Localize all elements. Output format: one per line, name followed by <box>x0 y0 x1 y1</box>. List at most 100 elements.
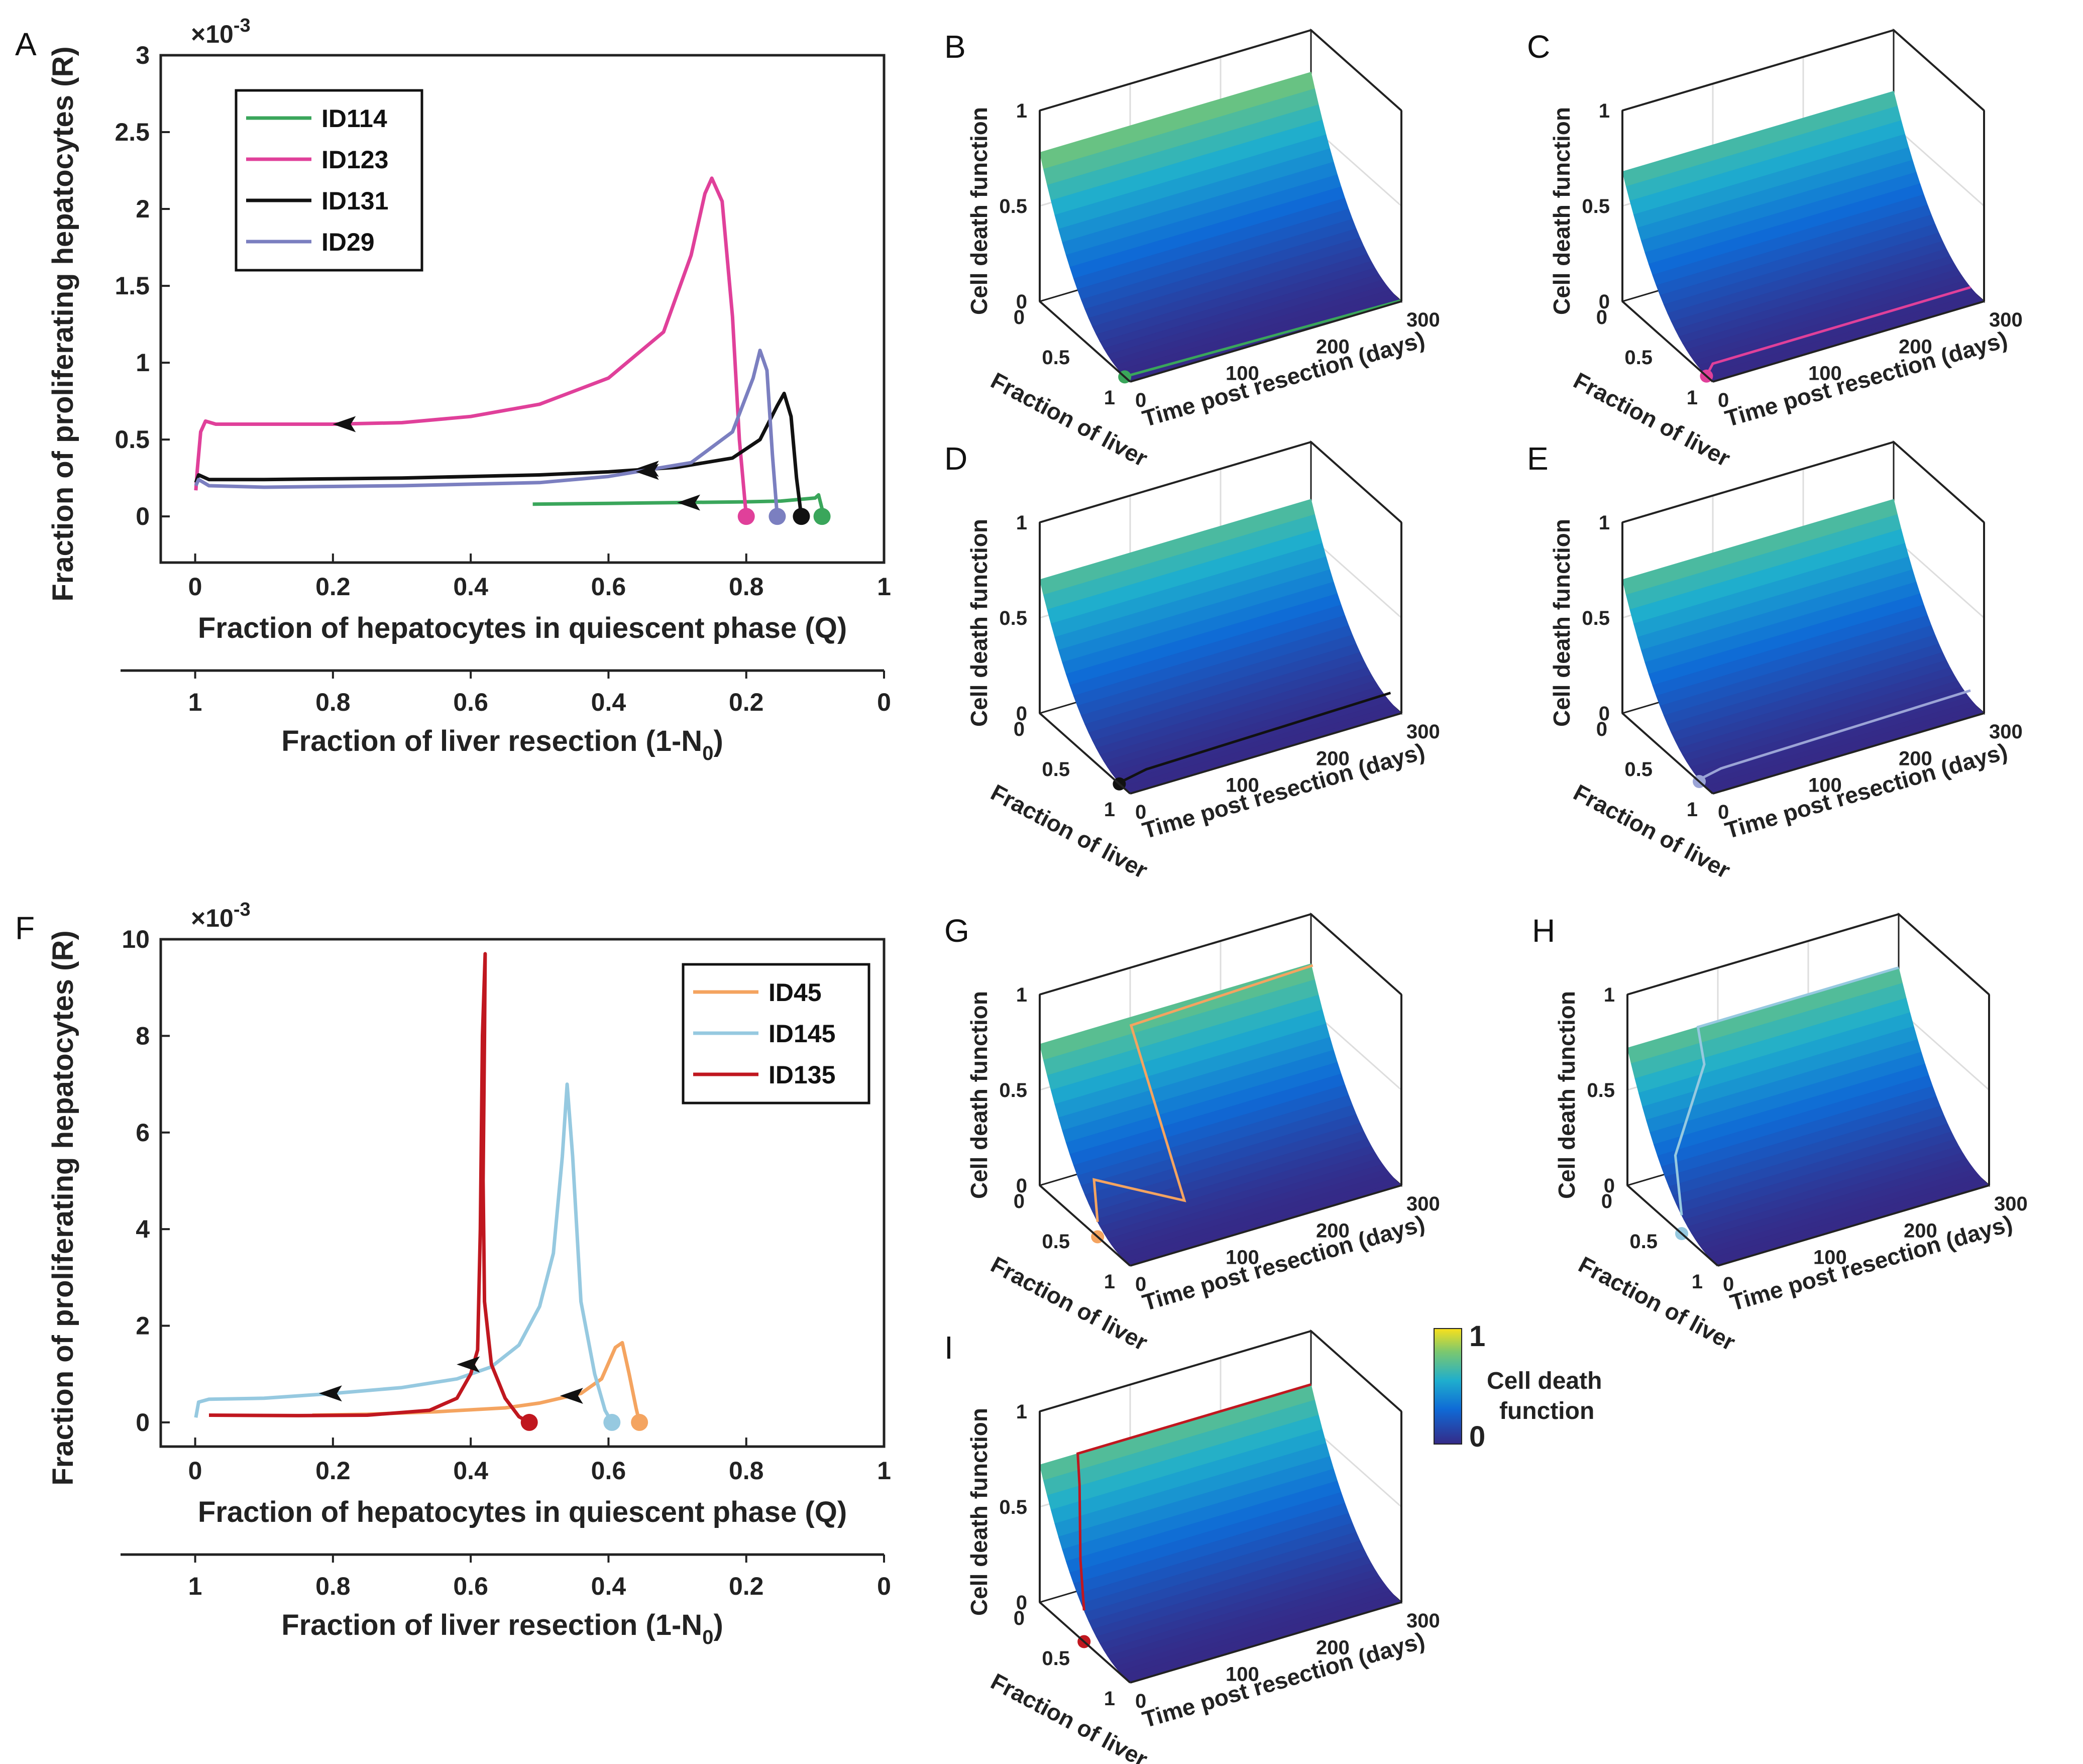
y-tick-label: 300 <box>1406 1610 1440 1632</box>
z-tick-label: 0.5 <box>1582 607 1610 629</box>
x-tick-label: 0.5 <box>1629 1231 1658 1253</box>
z-tick-label: 0.5 <box>1587 1079 1615 1101</box>
plot-frame <box>159 938 886 1448</box>
y-exponent-power: -3 <box>234 899 251 920</box>
y-tick-label: 0.5 <box>115 425 150 454</box>
x2-axis-subscript: 0 <box>702 742 713 764</box>
x2-axis-title: Fraction of liver resection (1-N0) <box>281 725 723 764</box>
y-tick-label: 300 <box>1406 721 1440 743</box>
x-tick-label: 0 <box>1014 1190 1025 1212</box>
box-edge <box>1130 712 1402 795</box>
x-tick-label: 0.5 <box>1042 347 1070 369</box>
x2-tick-label: 0.8 <box>315 688 351 716</box>
legend-label: ID123 <box>321 146 388 174</box>
z-tick-label: 1 <box>1599 512 1610 534</box>
x-axis-title: Fraction of liver <box>986 1668 1152 1764</box>
panel-letter: D <box>944 440 967 477</box>
panel-letter: B <box>944 29 966 65</box>
y-tick-label: 0 <box>1135 389 1146 411</box>
z-tick-label: 0.5 <box>999 1496 1027 1518</box>
box-edge <box>1621 300 1714 383</box>
y-tick-label: 6 <box>136 1119 150 1147</box>
x-tick-label: 1 <box>1687 387 1698 409</box>
start-marker <box>813 508 831 525</box>
colorbar-title-line1: Cell death <box>1487 1368 1602 1394</box>
box-edge <box>1898 913 1990 996</box>
x2-tick-label: 0.6 <box>453 1572 488 1600</box>
x-axis-title: Fraction of liver <box>1569 367 1734 472</box>
box-edge <box>1039 29 1311 112</box>
x2-tick-label: 0 <box>877 688 891 716</box>
panel-a: A 0 0.2 0.4 0.6 0.8 1 0 0.5 1 1.5 2 2.5 3 ×10-3 Fracti… <box>15 15 891 764</box>
y-tick-label: 100 <box>1226 363 1259 385</box>
z-tick-label: 1 <box>1016 984 1027 1006</box>
plot-frame <box>159 54 886 564</box>
grid-line <box>1893 536 1985 619</box>
y-tick-label: 100 <box>1226 775 1259 797</box>
direction-arrow <box>457 1356 480 1373</box>
x-tick-label: 0.8 <box>729 573 764 601</box>
x-tick-label: 0.4 <box>453 573 488 601</box>
direction-arrow <box>677 494 700 511</box>
y-tick-label: 0 <box>1723 1273 1734 1295</box>
grid-line <box>1893 125 1985 207</box>
z-tick-label: 0.5 <box>999 607 1027 629</box>
y-tick-label: 200 <box>1899 747 1932 769</box>
x2-axis-title: Fraction of liver resection (1-N0) <box>281 1609 723 1648</box>
trajectory-line <box>1076 1383 1311 1611</box>
x-tick-label: 0 <box>1014 1607 1025 1629</box>
box-edge <box>1130 300 1402 383</box>
box-edge <box>1627 913 1899 996</box>
series-line-ID123 <box>194 176 748 517</box>
y-tick-label: 200 <box>1899 336 1932 358</box>
x-tick-label: 0 <box>1596 306 1607 328</box>
x-axis-title: Fraction of hepatocytes in quiescent pha… <box>198 612 847 644</box>
x-tick-label: 0.5 <box>1624 758 1653 781</box>
y-exponent-power: -3 <box>234 15 251 36</box>
y-tick-label: 0 <box>1135 801 1146 823</box>
x2-axis-close: ) <box>713 1609 723 1641</box>
colorbar-title-line2: function <box>1499 1398 1594 1424</box>
box-edge <box>1039 300 1131 383</box>
trajectory-line <box>1705 286 1971 377</box>
y-tick-label: 100 <box>1813 1247 1847 1269</box>
y-exponent-label: ×10-3 <box>191 899 251 932</box>
y-tick-label: 4 <box>136 1215 150 1243</box>
y-tick-label: 300 <box>1406 1193 1440 1215</box>
x-tick-label: 0.2 <box>315 1457 351 1485</box>
trajectory-line <box>1124 299 1401 378</box>
colorbar-min-label: 0 <box>1469 1420 1485 1453</box>
z-axis-title: Cell death function <box>1549 107 1575 315</box>
x-axis-title: Fraction of liver <box>1569 779 1734 884</box>
series-line-ID135 <box>208 952 530 1424</box>
trajectory-line <box>1698 689 1971 781</box>
start-marker <box>737 508 755 525</box>
z-axis-title: Cell death function <box>966 991 992 1199</box>
direction-arrow <box>635 464 659 480</box>
x-tick-label: 0.4 <box>453 1457 488 1485</box>
x-tick-label: 0.6 <box>591 1457 626 1485</box>
y-tick-label: 200 <box>1316 1636 1350 1659</box>
x2-tick-label: 1 <box>188 1572 202 1600</box>
x2-axis-close: ) <box>713 725 723 757</box>
box-edge <box>1039 1330 1311 1412</box>
y-tick-label: 200 <box>1316 1220 1350 1242</box>
x-tick-label: 0.8 <box>729 1457 764 1485</box>
y-tick-label: 100 <box>1226 1664 1259 1686</box>
grid-line <box>1310 1425 1402 1508</box>
box-edge <box>1712 712 1985 795</box>
z-tick-label: 1 <box>1599 100 1610 122</box>
trajectory-line <box>1674 966 1899 1216</box>
z-tick-label: 0.5 <box>999 1079 1027 1101</box>
colorbar-gradient <box>1434 1328 1462 1445</box>
direction-arrow <box>333 416 356 432</box>
legend-label: ID45 <box>769 978 822 1007</box>
y-tick-label: 100 <box>1226 1247 1259 1269</box>
x-tick-label: 0.5 <box>1042 758 1070 781</box>
legend: ID114 ID123 ID131 ID29 <box>235 89 423 272</box>
colorbar-max-label: 1 <box>1469 1320 1485 1353</box>
